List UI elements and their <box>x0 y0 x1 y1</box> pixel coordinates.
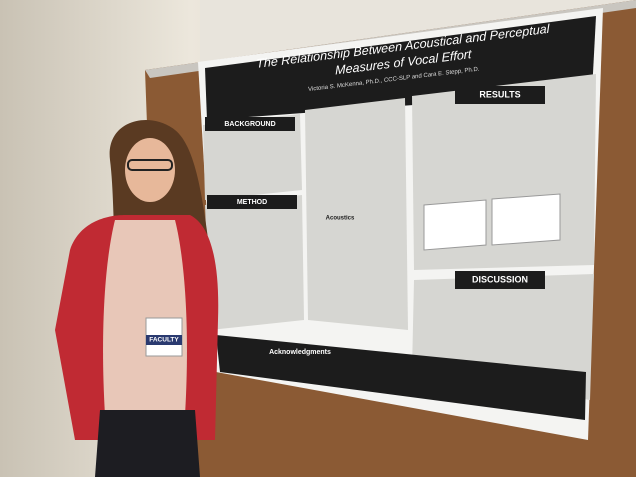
blouse <box>103 220 187 415</box>
section-header: RESULTS <box>479 89 520 99</box>
person: FACULTY <box>55 120 219 477</box>
pants <box>95 410 200 477</box>
section-header: DISCUSSION <box>472 274 528 284</box>
text-block <box>203 114 302 200</box>
section-band <box>455 271 545 289</box>
section-header: Acknowledgments <box>269 349 331 356</box>
badge-label: FACULTY <box>149 337 179 344</box>
text-block <box>205 195 304 330</box>
text-block <box>305 98 408 330</box>
section-header: METHOD <box>237 199 267 206</box>
glasses <box>127 159 173 171</box>
footer-band <box>216 335 586 420</box>
section-band <box>207 195 297 209</box>
section-band <box>455 86 545 104</box>
section-headers: BACKGROUND METHOD Acoustics RESULTS DISCUSSI… <box>205 86 545 356</box>
scatter-plot <box>423 199 487 251</box>
section-header: Acoustics <box>326 216 355 222</box>
section-header: BACKGROUND <box>224 121 275 128</box>
scatter-plot <box>491 193 561 246</box>
section-band <box>205 117 295 131</box>
badge-strip <box>146 335 182 345</box>
